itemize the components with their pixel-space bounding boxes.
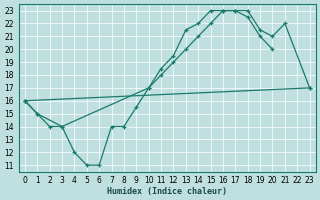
X-axis label: Humidex (Indice chaleur): Humidex (Indice chaleur) bbox=[107, 187, 227, 196]
